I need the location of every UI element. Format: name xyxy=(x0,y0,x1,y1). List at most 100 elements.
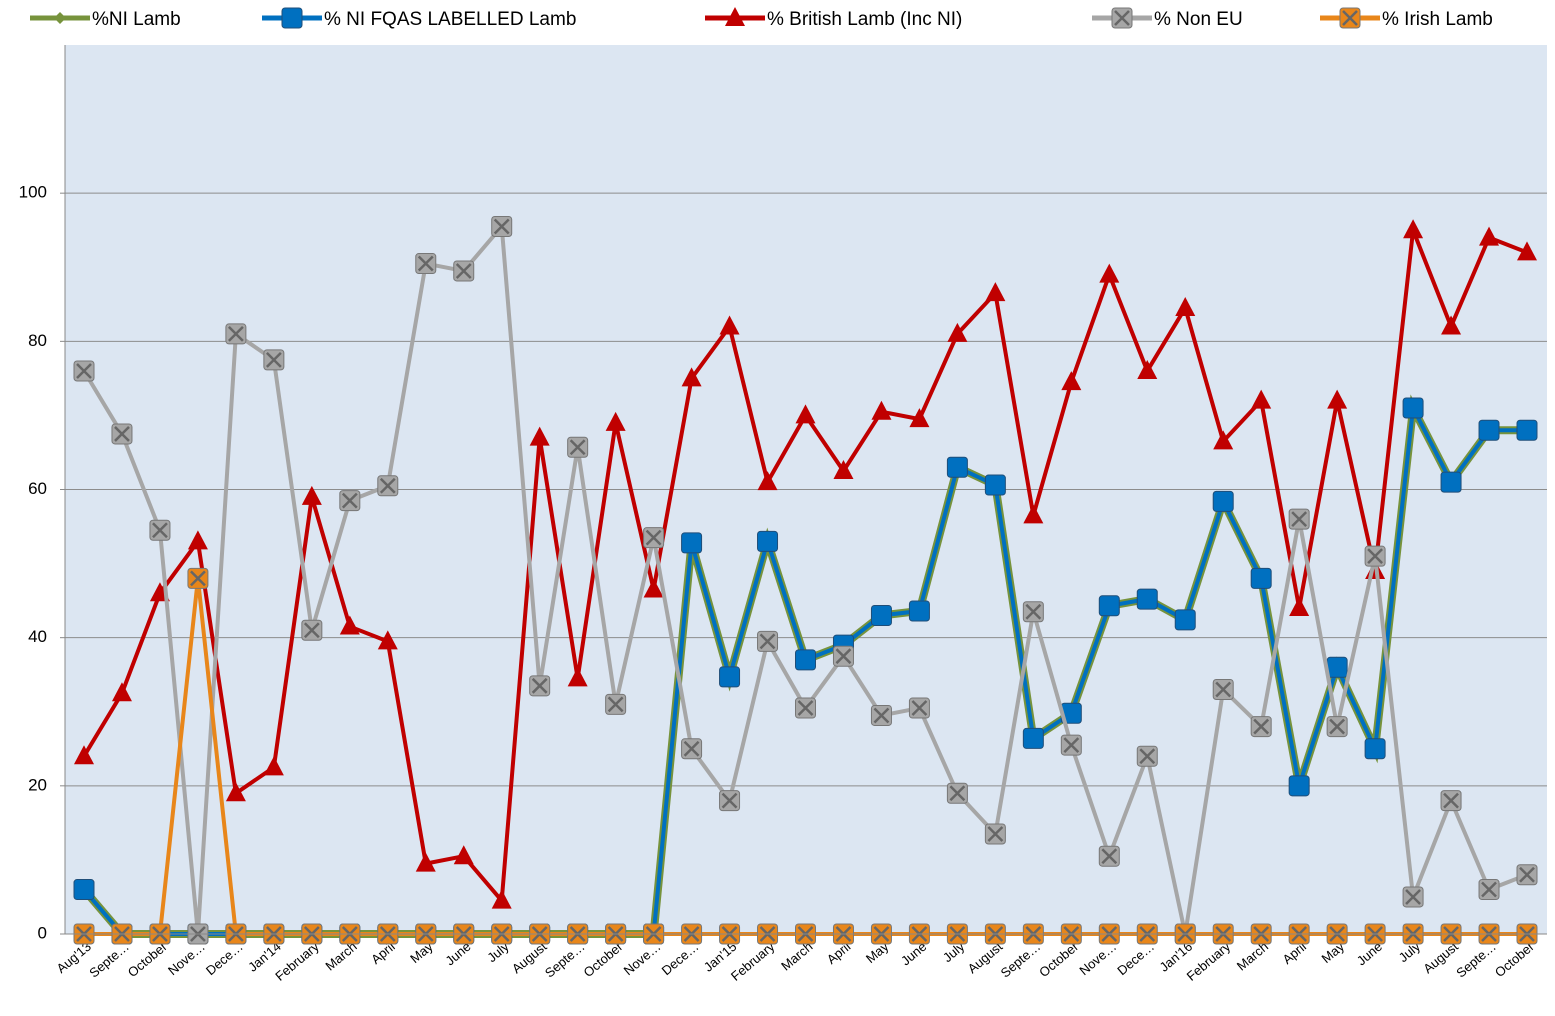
legend-item: % British Lamb (Inc NI) xyxy=(705,7,962,30)
marker xyxy=(1023,504,1044,524)
marker-cross xyxy=(228,326,244,342)
marker xyxy=(149,519,171,541)
marker xyxy=(1137,359,1158,379)
marker xyxy=(1060,734,1082,756)
x-tick-label: Septe… xyxy=(542,939,588,981)
marker-cross xyxy=(1342,10,1358,26)
marker xyxy=(263,756,284,776)
marker-cross xyxy=(114,426,130,442)
marker-cross xyxy=(1101,848,1118,865)
marker xyxy=(1111,7,1133,29)
marker xyxy=(1327,389,1348,409)
marker xyxy=(1289,597,1310,617)
marker xyxy=(757,630,779,652)
marker-box xyxy=(795,649,816,671)
marker xyxy=(1022,601,1044,623)
y-tick-label: 20 xyxy=(28,775,47,794)
marker xyxy=(1440,471,1462,493)
marker xyxy=(301,485,322,505)
marker-cross xyxy=(303,622,320,639)
y-tick-label: 40 xyxy=(28,627,47,646)
marker xyxy=(73,879,95,901)
marker xyxy=(415,253,437,275)
marker xyxy=(377,630,398,650)
marker xyxy=(605,693,627,715)
marker-cross xyxy=(152,522,168,539)
marker xyxy=(1364,738,1386,760)
marker-box xyxy=(1136,588,1158,610)
y-tick-label: 80 xyxy=(28,331,47,350)
marker-cross xyxy=(1481,881,1497,898)
x-tick-label: October xyxy=(580,938,626,980)
marker xyxy=(1288,775,1310,797)
marker xyxy=(795,649,816,671)
marker xyxy=(908,600,930,622)
marker xyxy=(1250,716,1272,738)
marker xyxy=(681,532,703,554)
marker xyxy=(870,604,892,626)
marker xyxy=(1212,490,1234,512)
marker xyxy=(947,322,968,342)
marker-cross xyxy=(265,351,282,368)
marker-cross xyxy=(1025,603,1042,620)
x-tick-label: Septe… xyxy=(1453,939,1499,981)
legend-label: % NI FQAS LABELLED Lamb xyxy=(324,9,576,30)
marker xyxy=(1402,886,1424,908)
marker xyxy=(1251,389,1272,409)
marker-cross xyxy=(683,740,700,757)
marker-box xyxy=(681,532,703,554)
marker xyxy=(908,697,930,719)
marker-box xyxy=(1212,490,1234,512)
marker xyxy=(339,615,360,635)
x-tick-label: October xyxy=(125,938,171,980)
marker xyxy=(605,411,626,431)
x-tick-label: Dece… xyxy=(659,939,702,978)
legend-item: % Non EU xyxy=(1092,7,1243,30)
marker-cross xyxy=(987,826,1004,842)
x-tick-label: Septe… xyxy=(86,939,132,981)
marker xyxy=(984,823,1006,845)
marker-cross xyxy=(190,570,206,587)
marker xyxy=(681,367,702,387)
x-tick-label: Dece… xyxy=(203,939,246,978)
marker xyxy=(946,782,968,804)
marker xyxy=(719,790,741,812)
marker xyxy=(263,349,285,371)
marker xyxy=(111,423,133,445)
marker xyxy=(1061,371,1082,391)
marker-cross xyxy=(493,218,510,235)
legend-item: % Irish Lamb xyxy=(1320,7,1493,30)
marker xyxy=(567,436,589,458)
marker-cross xyxy=(455,263,472,279)
marker-cross xyxy=(1291,511,1308,528)
marker xyxy=(1175,296,1196,316)
marker xyxy=(1136,745,1158,767)
marker xyxy=(111,682,132,702)
legend-label: % British Lamb (Inc NI) xyxy=(767,9,962,30)
marker-cross xyxy=(341,492,358,509)
marker xyxy=(1516,419,1538,441)
marker-box xyxy=(1516,419,1538,441)
legend-label: % Non EU xyxy=(1154,9,1243,30)
marker xyxy=(643,527,665,549)
marker-box xyxy=(1364,738,1386,760)
y-tick-label: 100 xyxy=(19,183,47,202)
marker xyxy=(1364,545,1386,567)
marker xyxy=(719,315,740,335)
marker xyxy=(73,360,95,382)
marker-cross xyxy=(873,707,890,724)
marker-box xyxy=(1402,397,1424,419)
x-tick-label: February xyxy=(272,938,322,983)
marker xyxy=(1516,864,1538,886)
marker xyxy=(74,745,94,765)
marker-cross xyxy=(949,785,966,802)
marker xyxy=(1174,609,1196,631)
marker xyxy=(529,675,551,697)
marker xyxy=(871,400,892,420)
legend-item: %NI Lamb xyxy=(30,9,181,30)
x-tick-label: October xyxy=(1036,938,1082,980)
marker xyxy=(1213,430,1234,450)
marker-box xyxy=(1478,419,1500,441)
marker xyxy=(833,459,854,479)
